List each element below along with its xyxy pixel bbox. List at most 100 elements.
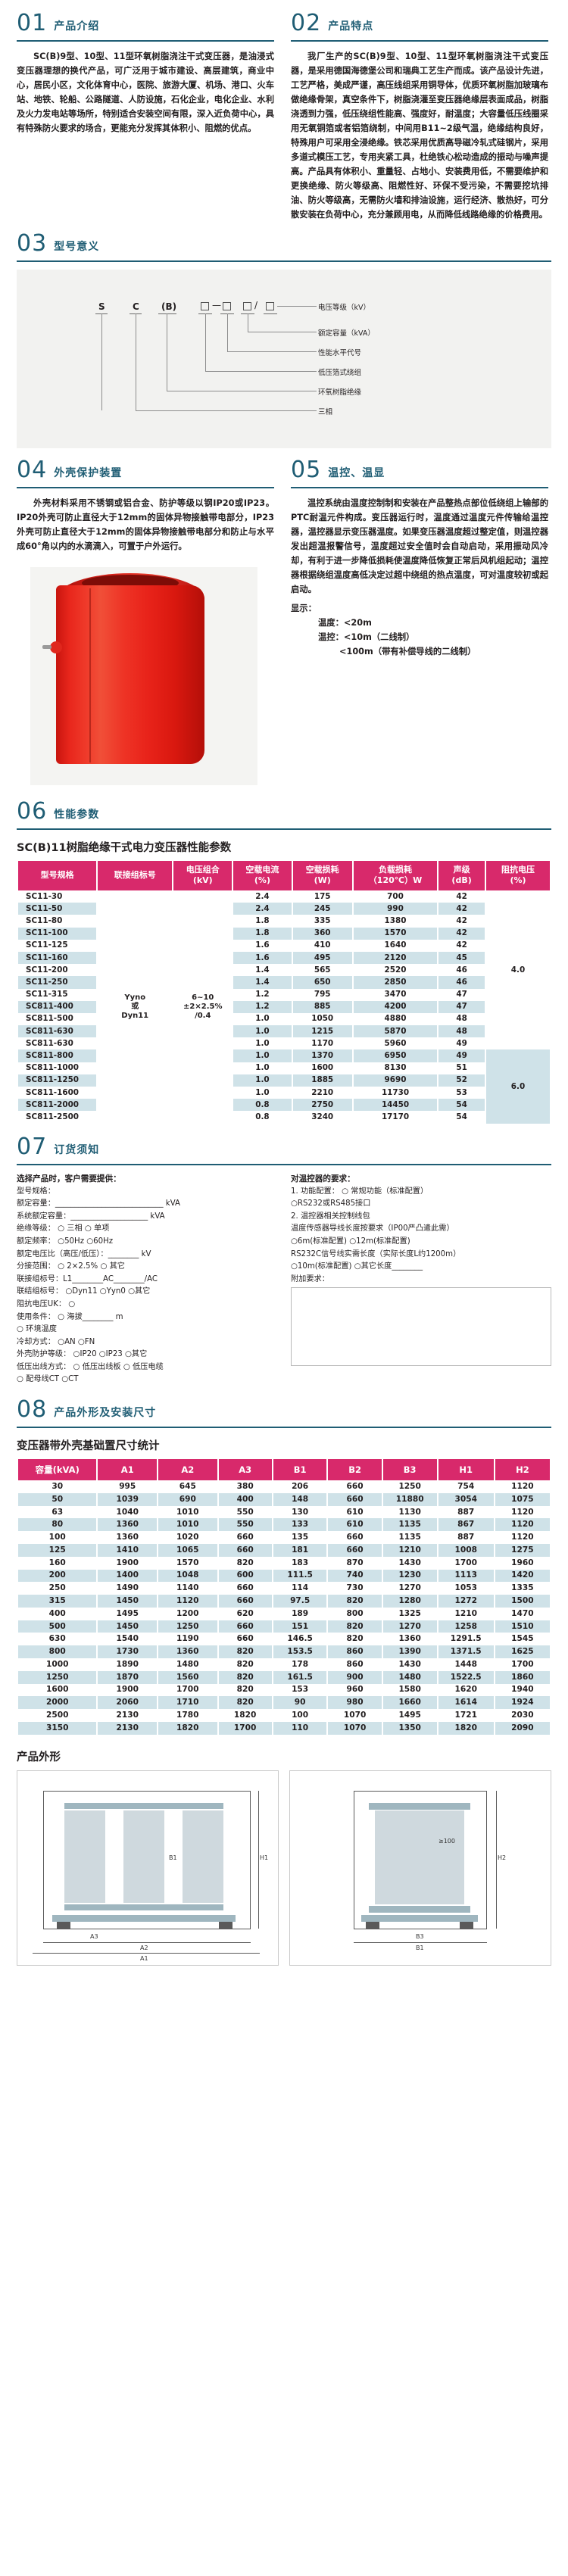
table-row: SC11-315 1.2 795 3470 47 <box>18 989 550 1001</box>
cell-sound-level: 47 <box>456 990 467 1000</box>
cell-dim-H1: 754 <box>457 1481 475 1491</box>
table-row: 630 1540 1190 660 146.5 820 1360 1291.5 1545 <box>18 1633 550 1645</box>
cell-dim-A1: 1730 <box>98 1645 158 1658</box>
leader-h-three-phase <box>136 410 317 411</box>
shell-product-photo <box>17 563 274 790</box>
shell-terminal-knob <box>42 641 62 653</box>
cell-no-load-current: 1.4 <box>255 965 270 975</box>
cell-no-load-current: 1.2 <box>233 1000 292 1013</box>
cell-spec: SC811-1600 <box>26 1087 80 1097</box>
sv-dim-b1-line <box>354 1941 487 1943</box>
order-left-line-15[interactable]: ○ 配母线CT ○CT <box>17 1375 79 1384</box>
cell-capacity: 1600 <box>45 1685 69 1695</box>
shell-body <box>56 585 204 764</box>
order-right-line-2[interactable]: 2. 温控器相关控制线包 <box>291 1212 370 1221</box>
cell-dim-B2: 1070 <box>343 1711 367 1720</box>
fv-dim-h1-line <box>258 1790 259 1929</box>
cell-dim-H1: 1522.5 <box>438 1670 494 1684</box>
sv-dim-h2-line <box>496 1790 497 1929</box>
section-number: 06 <box>17 798 48 825</box>
cell-dim-B3: 1390 <box>382 1645 437 1658</box>
order-left-line-2[interactable]: 系统额定容量：____________________ kVA <box>17 1212 165 1221</box>
order-right-line-1[interactable]: ○RS232或RS485接口 <box>291 1199 371 1208</box>
additional-requirements-box[interactable] <box>291 1287 551 1367</box>
order-left-line-9[interactable]: 阻抗电压UK： ○ <box>17 1299 76 1308</box>
fv-dim-a3-label: A3 <box>90 1932 98 1940</box>
section-title: 产品介绍 <box>54 20 100 33</box>
order-right-line-4[interactable]: ○6m(标准配置) ○12m(标准配置) <box>291 1237 410 1246</box>
table-row: SC811-1000 1.0 1600 8130 51 <box>18 1062 550 1074</box>
cell-sound-level: 46 <box>438 976 485 989</box>
cell-no-load-current: 1.4 <box>233 976 292 989</box>
section-header-03: 03 型号意义 <box>17 232 551 258</box>
cell-dim-A2: 1048 <box>158 1569 217 1583</box>
front-view-drawing: A2 A1 A3 H1 B1 <box>17 1770 279 1966</box>
cell-dim-H1: 887 <box>457 1507 475 1517</box>
shell-temp-row: 04 外壳保护装置 外壳材料采用不锈钢或铝合金、防护等级以钢IP20或IP23。… <box>0 448 568 790</box>
order-left-line-11[interactable]: ○ 环境温度 <box>17 1325 57 1334</box>
cell-dim-A1: 1495 <box>116 1608 139 1618</box>
cell-dim-A3: 660 <box>218 1595 272 1608</box>
cell-dim-A2: 1820 <box>158 1721 217 1735</box>
cell-spec: SC811-2000 <box>18 1099 97 1112</box>
cell-sound-level: 42 <box>456 891 467 901</box>
th-i0-l1: 空载电流 <box>245 865 279 875</box>
cell-load-loss: 990 <box>353 903 438 915</box>
order-right-line-0[interactable]: 1. 功能配置： ○ 常规功能（标准配置） <box>291 1187 429 1196</box>
cell-capacity: 3150 <box>18 1721 97 1735</box>
dim-th-2: A2 <box>158 1459 217 1481</box>
cell-dim-A3: 820 <box>236 1685 254 1695</box>
section-rule <box>291 40 548 42</box>
leader-h-perf <box>227 351 317 352</box>
order-left-line-13[interactable]: 外壳防护等级： ○IP20 ○IP23 ○其它 <box>17 1350 148 1359</box>
cell-dim-H2: 2090 <box>495 1721 550 1735</box>
cell-dim-A2: 1020 <box>176 1533 199 1542</box>
order-right-line-7[interactable]: 附加要求： <box>291 1274 329 1283</box>
fv-coil-3 <box>183 1810 223 1903</box>
order-left-heading: 选择产品时，客户需要提供： <box>17 1174 121 1184</box>
sv-dim-h2-label: H2 <box>498 1854 507 1861</box>
cell-dim-H2: 1940 <box>511 1685 534 1695</box>
cell-dim-A3: 820 <box>236 1558 254 1567</box>
order-left-line-7[interactable]: 联接组标号：L1________AC________/AC <box>17 1274 158 1283</box>
th-connection: 联接组标号 <box>98 861 173 890</box>
cell-capacity: 800 <box>18 1645 97 1658</box>
section-title: 订货须知 <box>54 1143 100 1156</box>
order-left-line-8[interactable]: 联结组标号： ○Dyn11 ○Yyn0 ○其它 <box>17 1287 151 1296</box>
order-left-line-14[interactable]: 低压出线方式： ○ 低压出线板 ○ 低压电缆 <box>17 1362 164 1371</box>
cell-sound-level: 45 <box>438 951 485 965</box>
model-letter-b: (B) <box>161 301 177 312</box>
cell-sound-level: 49 <box>438 1049 485 1062</box>
cell-dim-A3: 400 <box>218 1492 272 1506</box>
order-left-line-6[interactable]: 分接范围： ○ 2×2.5% ○ 其它 <box>17 1262 125 1271</box>
leader-v-extra <box>101 313 102 410</box>
order-right-line-5[interactable]: RS232C信号线实需长度（实际长度L约1200m） <box>291 1249 461 1258</box>
table-row: SC811-2500 0.8 3240 17170 54 <box>18 1111 550 1123</box>
order-left-line-0[interactable]: 型号规格： <box>17 1187 55 1196</box>
order-left-line-10[interactable]: 使用条件： ○ 海拔________ m <box>17 1312 123 1321</box>
temp-display-block: 显示： 温度：<20m 温控：<10m（二线制） <100m（带有补偿导线的二线… <box>291 601 548 659</box>
order-left-line-4[interactable]: 额定频率： ○50Hz ○60Hz <box>17 1237 114 1246</box>
order-right-line-3[interactable]: 温度传感器导线长度按要求（IP00严凸遣此需） <box>291 1224 454 1233</box>
order-left-line-3[interactable]: 绝缘等级： ○ 三相 ○ 单项 <box>17 1224 110 1233</box>
order-left-line-5[interactable]: 额定电压比（高压/低压）：________ kV <box>17 1249 151 1258</box>
cell-dim-B1: 111.5 <box>273 1569 327 1583</box>
sv-core-body <box>375 1810 464 1904</box>
cell-dim-H2: 1470 <box>511 1608 534 1618</box>
cell-dim-A1: 1360 <box>116 1533 139 1542</box>
order-left-line-12[interactable]: 冷却方式： ○AN ○FN <box>17 1337 95 1346</box>
cell-dim-A2: 1360 <box>158 1645 217 1658</box>
cell-dim-B3: 1325 <box>398 1608 421 1618</box>
cell-dim-B1: 97.5 <box>273 1595 327 1608</box>
cell-spec: SC11-125 <box>26 940 68 950</box>
th-db-l2: (dB) <box>451 875 472 885</box>
cell-spec: SC811-2500 <box>26 1112 80 1121</box>
sv-bottom-clamp <box>369 1905 470 1913</box>
cell-dim-H2: 1700 <box>511 1659 534 1669</box>
cell-dim-B2: 860 <box>328 1645 382 1658</box>
order-right-column: 对温控器的要求： 1. 功能配置： ○ 常规功能（标准配置） ○RS232或RS… <box>291 1173 551 1387</box>
table-row: SC11-125 1.6 410 1640 42 <box>18 940 550 952</box>
section-rule <box>17 1427 551 1429</box>
order-right-line-6[interactable]: ○10m(标准配置) ○其它长度________ <box>291 1262 423 1271</box>
order-left-line-1[interactable]: 额定容量：____________________________ kVA <box>17 1199 180 1208</box>
